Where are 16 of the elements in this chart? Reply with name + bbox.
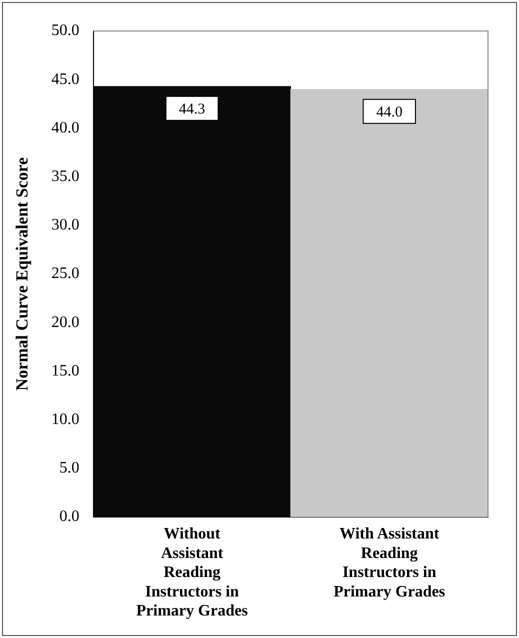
y-tick-label: 35.0: [51, 168, 80, 186]
y-tick-label: 30.0: [51, 216, 80, 234]
y-tick-label: 15.0: [51, 362, 80, 380]
y-axis-title: Normal Curve Equivalent Score: [12, 156, 32, 391]
y-tick-label: 40.0: [51, 119, 80, 136]
y-tick-label: 0.0: [59, 508, 80, 526]
data-label: 44.3: [178, 101, 206, 118]
data-label: 44.0: [376, 104, 402, 120]
y-tick-label: 50.0: [51, 22, 80, 40]
y-tick-label: 45.0: [51, 70, 80, 88]
y-tick-label: 10.0: [51, 411, 80, 428]
y-tick-label: 25.0: [51, 265, 80, 282]
x-tick-label: With Assistant Reading Instructors in Primary Grades: [334, 526, 446, 600]
y-tick-label: 20.0: [51, 314, 80, 331]
x-tick-label: Without Assistant Reading Instructors in Primary Grades: [136, 526, 248, 620]
y-tick-label: 5.0: [59, 460, 80, 477]
